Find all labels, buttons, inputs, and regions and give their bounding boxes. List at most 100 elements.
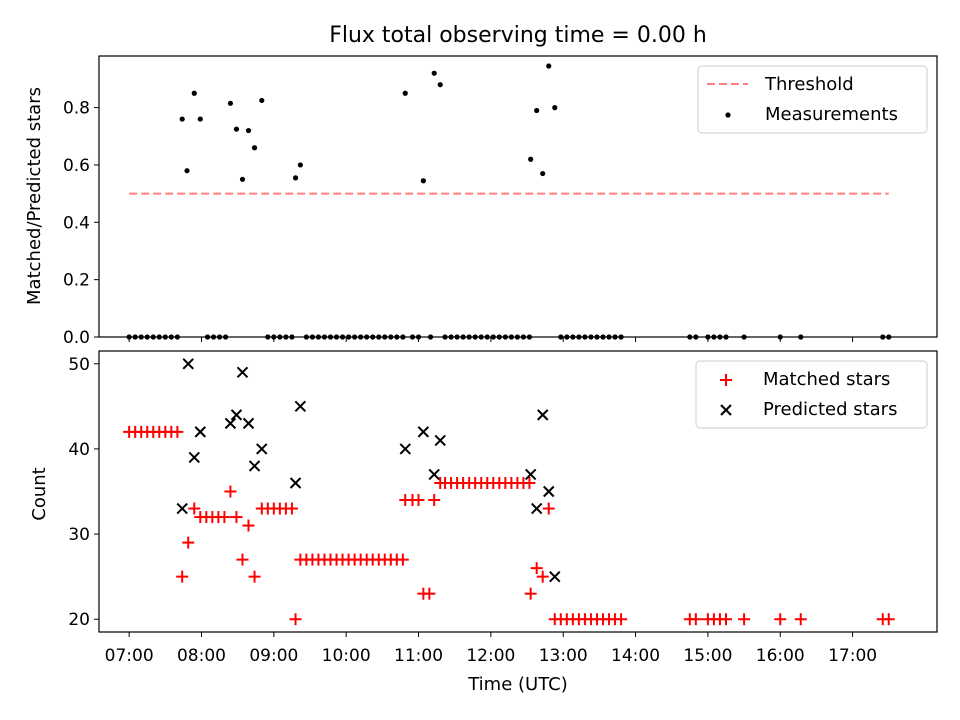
measurement-point <box>297 162 303 168</box>
x-tick-label: 14:00 <box>611 646 660 666</box>
matched-star-point <box>794 613 807 626</box>
matched-star-point <box>236 553 249 566</box>
matched-star-point <box>248 570 261 583</box>
matched-star-point <box>289 613 302 626</box>
measurement-point <box>534 107 540 114</box>
predicted-star-point <box>230 409 243 421</box>
measurement-point <box>528 156 534 162</box>
matched-star-point <box>412 494 425 507</box>
predicted-star-point <box>543 485 555 498</box>
measurement-point <box>546 63 552 69</box>
top-y-tick-label: 0.0 <box>63 328 90 348</box>
predicted-star-point <box>182 358 194 370</box>
legend-threshold-label: Threshold <box>764 74 854 95</box>
top-y-tick-label: 0.2 <box>63 271 90 291</box>
predicted-star-point <box>289 477 302 489</box>
measurement-point <box>239 176 246 182</box>
x-tick-label: 13:00 <box>539 646 588 666</box>
matched-star-point <box>396 553 409 566</box>
predicted-star-point <box>242 417 255 430</box>
chart-title: Flux total observing time = 0.00 h <box>329 23 707 48</box>
legend-predicted-label: Predicted stars <box>763 399 897 420</box>
matched-star-point <box>285 502 298 515</box>
predicted-star-point <box>224 417 237 430</box>
legend-measurements-label: Measurements <box>765 104 898 125</box>
predicted-star-point <box>194 426 206 438</box>
x-tick-label: 17:00 <box>828 646 877 666</box>
bottom-y-tick-label: 40 <box>68 440 90 460</box>
matched-star-point <box>530 562 543 575</box>
x-tick-label: 15:00 <box>683 646 732 666</box>
matched-star-point <box>523 476 536 489</box>
top-panel: Flux total observing time = 0.00 h 0.00.… <box>24 23 938 348</box>
bottom-legend-box <box>695 360 928 429</box>
matched-star-point <box>719 613 732 626</box>
matched-star-point <box>615 613 628 626</box>
measurement-point <box>233 126 240 132</box>
measurement-point <box>420 178 426 184</box>
matched-star-point <box>423 587 436 600</box>
x-tick-label: 16:00 <box>756 646 805 666</box>
bottom-y-tick-label: 50 <box>68 355 90 375</box>
measurement-point <box>184 168 190 174</box>
top-y-tick-label: 0.6 <box>63 156 90 176</box>
predicted-star-point <box>530 502 543 515</box>
x-tick-label: 08:00 <box>177 646 226 666</box>
predicted-star-point <box>428 468 440 481</box>
top-legend: Threshold Measurements <box>697 65 928 134</box>
top-y-axis-label: Matched/Predicted stars <box>24 87 45 305</box>
measurement-point <box>540 170 546 177</box>
x-axis-label: Time (UTC) <box>467 674 568 695</box>
measurement-point <box>437 82 443 88</box>
matched-star-point <box>738 613 751 626</box>
bottom-y-tick-label: 20 <box>68 610 90 630</box>
measurement-point <box>552 105 558 111</box>
matched-star-point <box>542 502 555 515</box>
bottom-axes-frame <box>98 350 938 633</box>
predicted-star-point <box>188 451 200 464</box>
predicted-star-point <box>549 570 561 583</box>
matched-star-point <box>524 587 537 600</box>
matched-star-point <box>176 570 189 583</box>
bottom-panel: 20 30 40 50 07:00 08:00 09:00 10:00 11:00 12:00 1… <box>29 350 938 695</box>
legend-predicted-swatch <box>720 404 732 416</box>
top-y-tick-label: 0.4 <box>63 213 90 233</box>
top-axes-frame <box>98 55 938 338</box>
bottom-x-ticks: 07:00 08:00 09:00 10:00 11:00 12:00 13:00 14:00… <box>105 632 877 666</box>
matched-star-point <box>428 494 441 507</box>
measurement-point <box>259 97 265 104</box>
predicted-star-point <box>236 366 249 378</box>
legend-measurements-swatch <box>725 112 731 118</box>
top-y-tick-label: 0.8 <box>63 99 90 119</box>
measurement-point <box>197 116 203 122</box>
predicted-star-point <box>248 460 261 472</box>
bottom-y-tick-label: 30 <box>68 525 90 545</box>
predicted-star-point <box>537 409 549 421</box>
matched-star-point <box>536 570 549 583</box>
legend-matched-swatch <box>720 374 732 386</box>
x-tick-label: 11:00 <box>394 646 443 666</box>
measurement-point <box>292 175 299 181</box>
predicted-star-point <box>256 443 268 455</box>
measurement-point <box>179 116 185 122</box>
x-tick-label: 09:00 <box>249 646 298 666</box>
measurement-point <box>431 70 437 76</box>
top-legend-box <box>697 65 928 134</box>
measurement-point <box>191 90 197 96</box>
bottom-legend: Matched stars Predicted stars <box>695 360 928 429</box>
matched-star-point <box>774 613 787 626</box>
top-y-ticks: 0.0 0.2 0.4 0.6 0.8 <box>63 99 99 348</box>
measurement-point <box>245 127 252 134</box>
predicted-star-point <box>417 426 430 438</box>
measurement-point <box>402 90 408 96</box>
predicted-star-point <box>434 434 446 447</box>
x-tick-label: 10:00 <box>322 646 371 666</box>
bottom-y-ticks: 20 30 40 50 <box>68 355 99 630</box>
predicted-star-point <box>294 400 307 413</box>
predicted-star-point <box>524 468 537 481</box>
measurement-point <box>227 100 234 106</box>
matched-star-point <box>882 613 895 626</box>
top-x-ticks <box>128 337 854 342</box>
matched-star-point <box>188 502 201 515</box>
